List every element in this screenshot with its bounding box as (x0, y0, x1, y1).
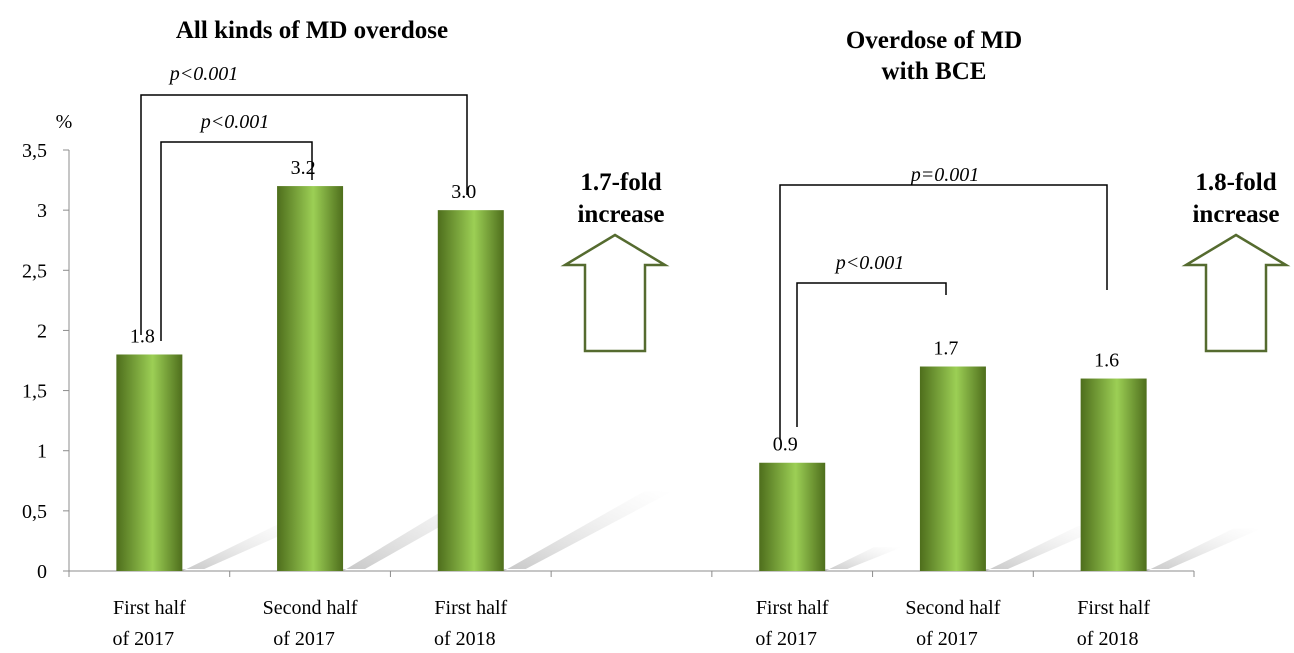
y-tick-label: 3 (37, 200, 47, 222)
up-arrow-icon (1181, 233, 1291, 353)
x-tick-label: First half (434, 597, 507, 619)
data-label: 3.2 (291, 157, 316, 179)
data-label: 1.8 (130, 325, 155, 347)
bar (919, 366, 986, 571)
data-label: 0.9 (773, 434, 798, 456)
x-tick-label: of 2018 (1077, 628, 1139, 650)
bar-shadows (182, 486, 1262, 571)
y-tick-label: 0,5 (22, 501, 47, 523)
group-title: with BCE (882, 58, 987, 85)
bar-shadow (503, 491, 672, 571)
x-tick-label: First half (756, 597, 829, 619)
bar (437, 210, 504, 571)
labels: 0 0,5 1 1,5 2 2,5 3 3,5% First half of 2017 Second… (22, 17, 1280, 650)
x-tick-label: Second half (905, 597, 1000, 619)
significance-bracket (160, 141, 313, 341)
x-tick-label: of 2017 (755, 628, 817, 650)
y-tick-label: 2 (37, 320, 47, 342)
group-title: All kinds of MD overdose (176, 17, 448, 44)
bar (116, 354, 183, 571)
data-label: 3.0 (451, 181, 476, 203)
y-tick-label: 0 (37, 561, 47, 583)
p-value-label: p=0.001 (909, 164, 980, 186)
significance-bracket (140, 94, 468, 335)
p-value-label: p<0.001 (199, 111, 270, 133)
x-tick-label: of 2017 (113, 628, 175, 650)
x-tick-label: First half (113, 597, 186, 619)
fold-change-label: increase (577, 201, 664, 228)
axes (63, 94, 1291, 577)
data-label: 1.6 (1094, 350, 1119, 372)
data-label: 1.7 (933, 338, 958, 360)
bar (1080, 378, 1147, 571)
bars (116, 186, 1147, 572)
fold-change-label: 1.7-fold (580, 169, 661, 196)
p-value-label: p<0.001 (834, 252, 905, 274)
fold-change-label: increase (1192, 201, 1279, 228)
x-tick-label: of 2017 (916, 628, 978, 650)
x-tick-label: of 2017 (273, 628, 335, 650)
bar-shadow (1146, 528, 1262, 571)
y-tick-label: 2,5 (22, 260, 47, 282)
significance-bracket (779, 184, 1108, 440)
significance-bracket (796, 282, 947, 427)
x-tick-label: First half (1077, 597, 1150, 619)
y-tick-label: 3,5 (22, 140, 47, 162)
bar (277, 186, 344, 572)
x-tick-label: Second half (263, 597, 358, 619)
bar-shadow (182, 523, 308, 571)
y-axis-label: % (56, 111, 73, 133)
x-tick-label: of 2018 (434, 628, 496, 650)
group-title: Overdose of MD (846, 27, 1022, 54)
bar (759, 462, 826, 571)
up-arrow-icon (560, 233, 670, 353)
y-tick-label: 1,5 (22, 381, 47, 403)
p-value-label: p<0.001 (168, 63, 239, 85)
fold-change-label: 1.8-fold (1195, 169, 1276, 196)
bar-shadow (985, 526, 1106, 571)
bar-shadow (825, 547, 902, 571)
y-tick-label: 1 (37, 441, 47, 463)
